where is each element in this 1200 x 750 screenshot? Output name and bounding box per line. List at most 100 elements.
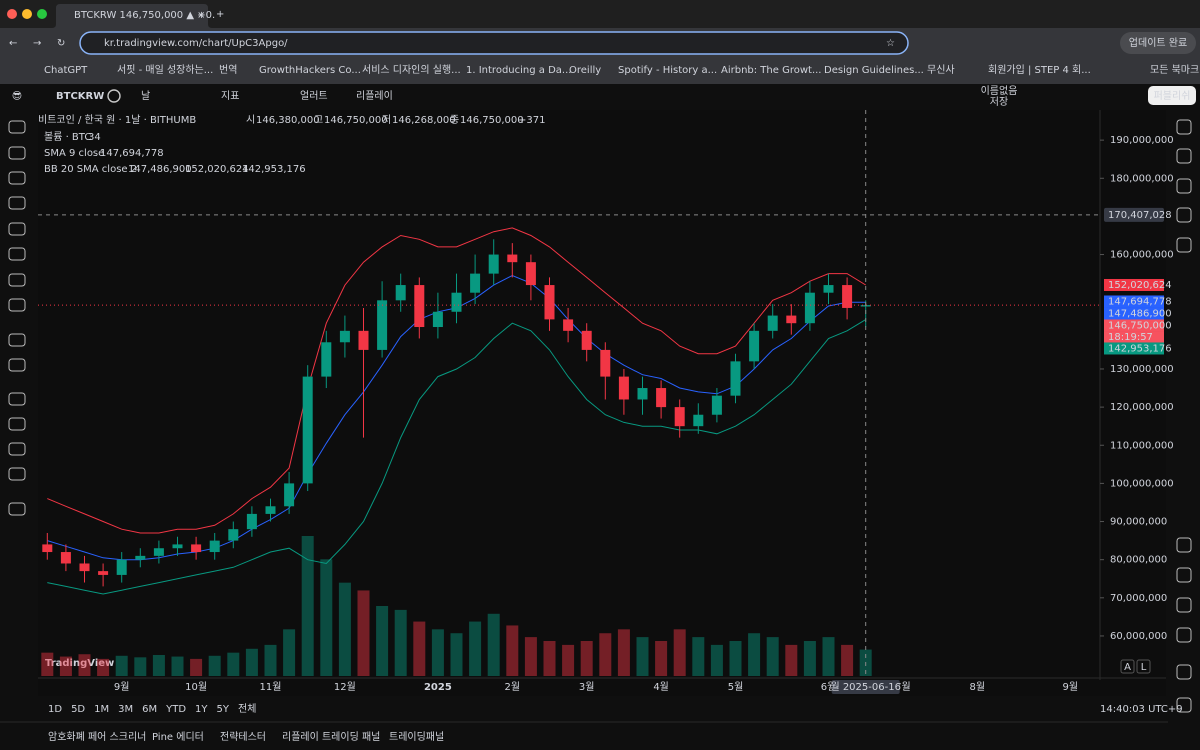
reload[interactable]: ↻: [57, 38, 65, 49]
ohlc-label: 종: [450, 114, 459, 126]
url-field[interactable]: [79, 31, 909, 55]
bookmark[interactable]: 무신사: [927, 64, 955, 76]
close-dot[interactable]: [7, 9, 17, 19]
side-icon[interactable]: [1176, 567, 1192, 583]
bookmark[interactable]: 번역: [219, 64, 237, 76]
tool-icon[interactable]: [8, 171, 26, 185]
candle-body: [656, 388, 667, 408]
volume-value: 34: [88, 132, 101, 143]
panel-tab[interactable]: 암호화폐 페어 스크리너: [48, 731, 146, 743]
volume-bar: [59, 656, 72, 676]
bookmark[interactable]: 1. Introducing a Da...: [466, 65, 571, 76]
range-button[interactable]: 5Y: [217, 704, 230, 715]
volume-bar: [636, 637, 649, 676]
y-tick-label: 80,000,000: [1110, 555, 1167, 566]
indicators[interactable]: 지표: [221, 90, 239, 102]
bottom-panel-bar: [0, 720, 1168, 750]
new-tab[interactable]: +: [216, 9, 224, 20]
candle-body: [563, 319, 574, 331]
side-icon[interactable]: [1176, 697, 1192, 713]
bookmark[interactable]: 서핏 - 매일 성장하는...: [117, 63, 213, 76]
all-bookmarks[interactable]: 모든 북마크: [1150, 64, 1199, 76]
volume-bar: [152, 655, 165, 676]
bookmark[interactable]: Design Guidelines...: [824, 65, 924, 76]
symbol[interactable]: BTCKRW: [56, 91, 104, 102]
side-icon[interactable]: [1176, 237, 1192, 253]
bookmark[interactable]: 서비스 디자인의 실행...: [362, 64, 461, 76]
range-button[interactable]: 6M: [142, 704, 157, 715]
tool-icon[interactable]: [8, 417, 26, 431]
x-tick-label: 11월: [260, 681, 282, 693]
side-icon[interactable]: [1176, 597, 1192, 613]
tool-icon[interactable]: [8, 222, 26, 236]
tab-close[interactable]: ×: [197, 10, 205, 21]
candle-body: [302, 376, 313, 484]
range-button[interactable]: 1M: [94, 704, 109, 715]
tool-icon[interactable]: [8, 146, 26, 160]
tool-icon[interactable]: [8, 298, 26, 312]
bookmark[interactable]: Spotify - History a...: [618, 65, 717, 76]
tool-icon[interactable]: [8, 358, 26, 372]
update-button[interactable]: [1120, 32, 1196, 54]
volume-bar: [766, 637, 779, 676]
panel-tab[interactable]: 트레이딩패널: [389, 731, 444, 743]
bookmark[interactable]: 회원가입 | STEP 4 회...: [988, 63, 1091, 76]
replay[interactable]: 리플레이: [356, 90, 393, 102]
forward[interactable]: →: [33, 38, 41, 49]
tool-icon[interactable]: [8, 196, 26, 210]
side-icon[interactable]: [1176, 207, 1192, 223]
back[interactable]: ←: [9, 38, 17, 49]
volume-bar: [134, 657, 147, 676]
side-icon[interactable]: [1176, 178, 1192, 194]
tool-icon[interactable]: [8, 442, 26, 456]
publish: 퍼블리쉬: [1154, 90, 1191, 102]
candle-body: [823, 285, 834, 293]
side-icon[interactable]: [1176, 119, 1192, 135]
interval[interactable]: 날: [141, 90, 150, 102]
side-icon[interactable]: [1176, 627, 1192, 643]
tool-icon[interactable]: [8, 273, 26, 287]
range-button[interactable]: 1Y: [195, 704, 208, 715]
panel-tab[interactable]: Pine 에디터: [152, 731, 204, 743]
ohlc-label: 시: [246, 114, 255, 126]
max-dot[interactable]: [37, 9, 47, 19]
tool-icon[interactable]: [8, 392, 26, 406]
x-tick-label: 4월: [653, 681, 669, 693]
layout-name[interactable]: 이름없음: [981, 84, 1018, 97]
bookmark[interactable]: ChatGPT: [44, 65, 88, 76]
bookmark[interactable]: GrowthHackers Co...: [259, 65, 361, 76]
bb-lower: [47, 319, 866, 595]
active-tab[interactable]: [52, 4, 212, 28]
panel-tab[interactable]: 리플레이 트레이딩 패널: [282, 731, 380, 743]
candle-body: [711, 395, 722, 415]
scale-button-bg[interactable]: [1120, 659, 1135, 674]
publish-button[interactable]: [1148, 86, 1196, 105]
alert[interactable]: 얼러트: [300, 90, 328, 102]
scale-button-bg[interactable]: [1136, 659, 1151, 674]
range-button[interactable]: 5D: [71, 704, 85, 715]
range-button[interactable]: 3M: [118, 704, 133, 715]
candle-body: [60, 552, 71, 564]
side-icon[interactable]: [1176, 148, 1192, 164]
side-icon[interactable]: [1176, 664, 1192, 680]
bookmark[interactable]: Airbnb: The Growt...: [721, 65, 821, 76]
range-button[interactable]: YTD: [165, 704, 186, 715]
bookmark[interactable]: Oreilly: [569, 65, 601, 76]
min-dot[interactable]: [22, 9, 32, 19]
avatar[interactable]: 😎: [12, 91, 22, 102]
star[interactable]: ☆: [886, 38, 895, 49]
tool-icon[interactable]: [8, 467, 26, 481]
side-icon[interactable]: [1176, 537, 1192, 553]
tool-icon[interactable]: [8, 247, 26, 261]
tool-icon[interactable]: [8, 502, 26, 516]
add-symbol[interactable]: [107, 89, 121, 103]
update-label: 업데이트 완료: [1129, 36, 1187, 49]
tool-icon[interactable]: [8, 120, 26, 134]
range-button[interactable]: 전체: [238, 703, 256, 715]
panel-tab[interactable]: 전략테스터: [220, 731, 266, 743]
tool-icon[interactable]: [8, 333, 26, 347]
price-tag-bg: [1104, 307, 1164, 320]
candle-body: [172, 544, 183, 549]
range-button[interactable]: 1D: [48, 704, 62, 715]
